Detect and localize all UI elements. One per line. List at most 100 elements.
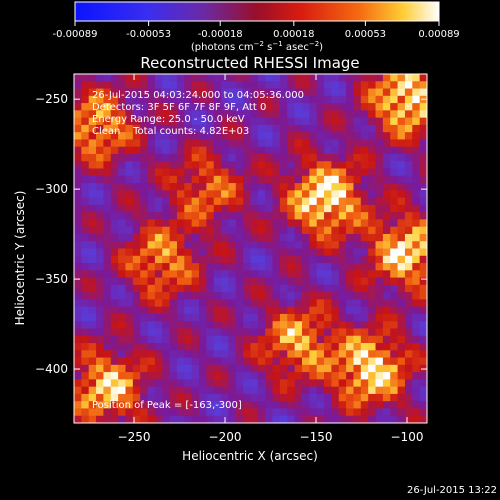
heatmap-cell	[265, 132, 273, 140]
heatmap-cell	[404, 350, 413, 358]
heatmap-cell	[228, 321, 237, 329]
heatmap-cell	[397, 146, 406, 155]
heatmap-cell	[331, 313, 340, 322]
heatmap-cell	[221, 372, 229, 380]
heatmap-cell	[176, 313, 185, 322]
heatmap-cell	[206, 270, 215, 278]
heatmap-cell	[206, 313, 215, 322]
heatmap-cell	[287, 233, 296, 242]
heatmap-cell	[375, 350, 384, 358]
heatmap-cell	[375, 335, 384, 344]
heatmap-cell	[96, 168, 104, 177]
heatmap-cell	[397, 255, 406, 264]
heatmap-cell	[265, 372, 273, 380]
heatmap-cell	[176, 415, 185, 423]
heatmap-cell	[235, 175, 244, 184]
heatmap-cell	[191, 132, 200, 140]
heatmap-cell	[110, 219, 119, 228]
heatmap-cell	[140, 226, 148, 235]
heatmap-cell	[243, 393, 251, 402]
heatmap-cell	[96, 408, 104, 417]
heatmap-cell	[404, 313, 413, 322]
heatmap-cell	[294, 335, 303, 344]
heatmap-cell	[272, 197, 281, 206]
heatmap-cell	[206, 183, 215, 191]
heatmap-cell	[368, 401, 376, 409]
x-tick-label: −200	[209, 430, 242, 444]
heatmap-cell	[184, 212, 193, 220]
heatmap-cell	[147, 328, 156, 337]
heatmap-cell	[243, 103, 251, 111]
heatmap-cell	[213, 386, 222, 395]
heatmap-cell	[74, 299, 82, 308]
heatmap-cell	[191, 219, 200, 228]
heatmap-cell	[199, 350, 207, 358]
heatmap-cell	[81, 117, 90, 126]
heatmap-cell	[324, 284, 332, 293]
heatmap-cell	[257, 233, 266, 242]
heatmap-cell	[191, 146, 200, 155]
heatmap-cell	[81, 219, 90, 228]
heatmap-cell	[419, 277, 427, 286]
heatmap-cell	[221, 197, 229, 206]
heatmap-cell	[176, 197, 185, 206]
heatmap-cell	[368, 117, 376, 126]
heatmap-cell	[301, 248, 310, 257]
heatmap-cell	[287, 190, 296, 198]
heatmap-cell	[390, 88, 398, 97]
heatmap-cell	[213, 74, 222, 82]
heatmap-cell	[213, 357, 222, 366]
heatmap-cell	[338, 328, 347, 337]
heatmap-cell	[360, 74, 369, 82]
heatmap-cell	[301, 328, 310, 337]
heatmap-cell	[375, 95, 384, 104]
heatmap-cell	[118, 270, 126, 278]
heatmap-cell	[96, 379, 104, 388]
heatmap-cell	[412, 81, 421, 89]
heatmap-cell	[81, 313, 90, 322]
heatmap-cell	[154, 81, 163, 89]
heatmap-cell	[125, 233, 134, 242]
heatmap-cell	[184, 255, 193, 264]
heatmap-cell	[110, 197, 119, 206]
heatmap-cell	[221, 190, 229, 198]
heatmap-cell	[397, 219, 406, 228]
heatmap-cell	[88, 372, 97, 380]
heatmap-cell	[221, 379, 229, 388]
heatmap-cell	[316, 95, 325, 104]
heatmap-cell	[118, 364, 126, 373]
heatmap-cell	[140, 124, 148, 133]
heatmap-cell	[382, 372, 391, 380]
heatmap-cell	[103, 146, 112, 155]
heatmap-cell	[301, 168, 310, 177]
heatmap-cell	[375, 277, 384, 286]
heatmap-cell	[346, 183, 354, 191]
heatmap-cell	[412, 190, 421, 198]
heatmap-cell	[375, 299, 384, 308]
heatmap-cell	[154, 183, 163, 191]
heatmap-cell	[206, 197, 215, 206]
heatmap-cell	[353, 219, 362, 228]
heatmap-cell	[324, 233, 332, 242]
heatmap-cell	[154, 190, 163, 198]
heatmap-cell	[265, 313, 273, 322]
heatmap-cell	[331, 117, 340, 126]
heatmap-cell	[74, 241, 82, 249]
heatmap-cell	[250, 117, 259, 126]
heatmap-cell	[353, 313, 362, 322]
heatmap-cell	[404, 226, 413, 235]
heatmap-cell	[338, 350, 347, 358]
heatmap-cell	[206, 415, 215, 423]
heatmap-cell	[243, 321, 251, 329]
heatmap-cell	[250, 124, 259, 133]
heatmap-cell	[404, 255, 413, 264]
heatmap-cell	[96, 299, 104, 308]
heatmap-cell	[132, 393, 141, 402]
heatmap-cell	[287, 328, 296, 337]
heatmap-cell	[235, 132, 244, 140]
heatmap-cell	[412, 226, 421, 235]
heatmap-cell	[272, 95, 281, 104]
heatmap-cell	[412, 241, 421, 249]
heatmap-cell	[140, 393, 148, 402]
heatmap-cell	[243, 95, 251, 104]
